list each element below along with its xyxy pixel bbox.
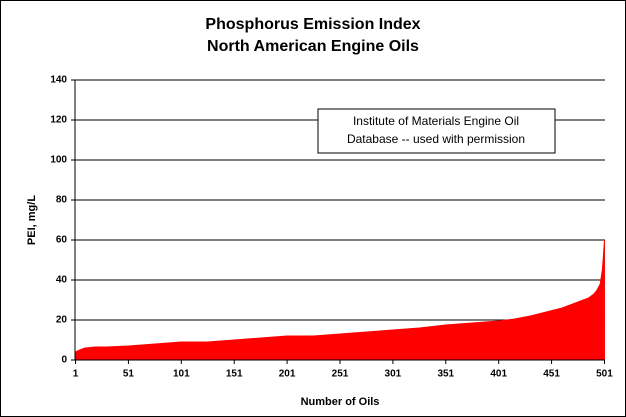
x-tick-label: 201: [279, 369, 296, 380]
x-tick-label: 301: [385, 369, 402, 380]
x-tick-label: 1: [73, 369, 79, 380]
x-tick-label: 351: [437, 369, 454, 380]
y-axis-label: PEI, mg/L: [26, 195, 38, 245]
area: [75, 239, 605, 361]
y-tick-label: 40: [56, 275, 68, 286]
x-tick-label: 451: [543, 369, 560, 380]
plot: [75, 239, 605, 361]
y-tick-label: 100: [50, 155, 67, 166]
chart-title: North American Engine Oils: [207, 38, 419, 55]
y-tick-label: 20: [56, 315, 68, 326]
y-tick-label: 140: [50, 75, 67, 86]
y-tick-label: 0: [61, 355, 67, 366]
chart-title: Phosphorus Emission Index: [205, 16, 420, 33]
x-tick-label: 501: [596, 369, 613, 380]
x-tick-label: 251: [332, 369, 349, 380]
annotation: Institute of Materials Engine Oil: [353, 114, 519, 128]
annotation-box: [317, 108, 556, 154]
x-tick-label: 101: [173, 369, 190, 380]
y-tick-label: 120: [50, 115, 67, 126]
x-axis-label: Number of Oils: [301, 396, 380, 408]
y-tick-label: 60: [56, 235, 68, 246]
annotation: Database -- used with permission: [347, 132, 525, 146]
x-tick-label: 51: [123, 369, 135, 380]
x-tick-label: 401: [490, 369, 507, 380]
x-tick-label: 151: [226, 369, 243, 380]
y-tick-label: 80: [56, 195, 68, 206]
